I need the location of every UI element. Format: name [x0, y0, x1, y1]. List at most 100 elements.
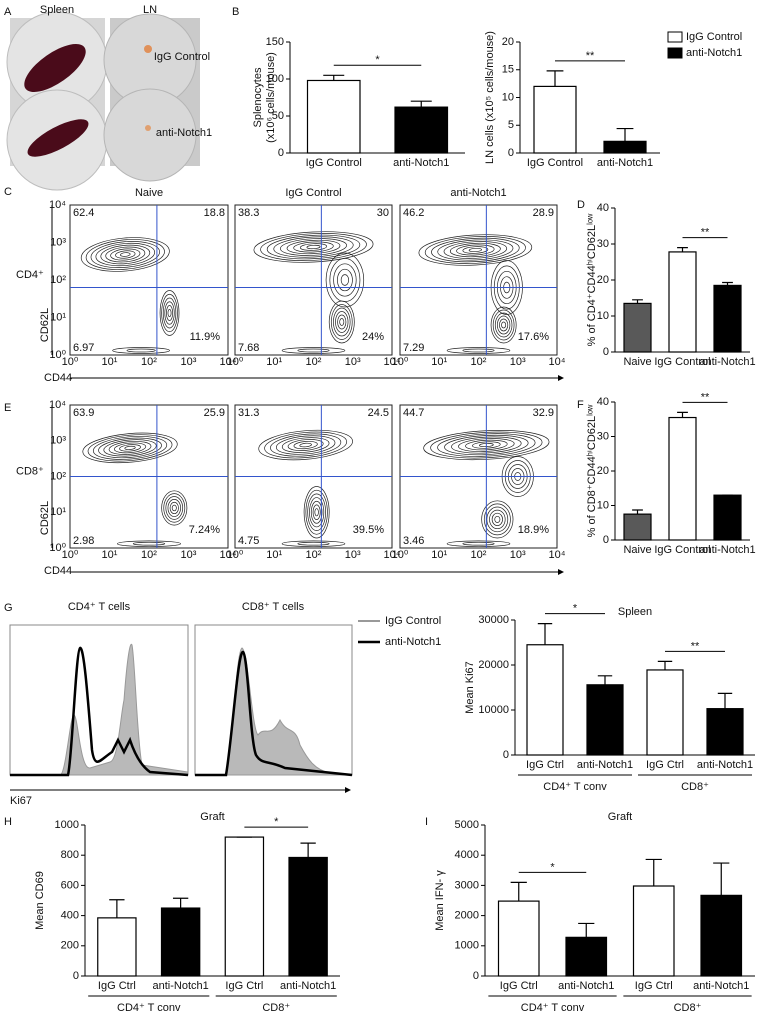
flow-x-tick: 10⁴: [384, 356, 401, 368]
contour: [115, 250, 136, 259]
contour: [306, 244, 321, 250]
quadrant-value: 18.8: [204, 207, 225, 219]
contour: [325, 252, 365, 308]
error-bar: [410, 100, 432, 108]
y-tick-label: 5: [508, 119, 514, 131]
quadrant-percent: 24%: [362, 331, 384, 343]
significance-label: **: [701, 391, 710, 403]
error-bar: [300, 842, 316, 858]
bar: [497, 900, 540, 977]
bar: [706, 708, 744, 756]
flow-plot-frame: [234, 204, 393, 356]
y-tick-label: 150: [266, 36, 284, 48]
y-tick-label: 200: [61, 940, 79, 952]
significance-label: **: [586, 50, 595, 62]
contour: [468, 247, 482, 253]
contour: [113, 442, 147, 454]
y-axis-label: Mean Ki67: [464, 661, 476, 714]
error-bar: [632, 299, 643, 304]
bar: [306, 79, 361, 154]
contour: [449, 242, 501, 258]
quadrant-value: 32.9: [533, 407, 554, 419]
y-tick-label: 40: [597, 396, 609, 408]
photo-label: anti-Notch1: [156, 127, 212, 139]
group-label: CD8⁺: [674, 1002, 702, 1014]
quadrant-percent: 18.9%: [518, 524, 549, 536]
contour: [169, 501, 179, 515]
error-bar: [597, 675, 613, 685]
contour: [303, 486, 330, 539]
quadrant-percent: 17.6%: [518, 331, 549, 343]
x-tick-label: anti-Notch1: [693, 980, 749, 992]
panel-label: G: [4, 602, 13, 614]
error-bar: [713, 862, 730, 896]
y-tick-label: 100: [266, 73, 284, 85]
contour: [166, 305, 174, 321]
contour: [494, 515, 501, 523]
flow-x-tick: 10⁴: [549, 549, 566, 561]
error-bar: [172, 897, 189, 909]
x-tick-label: anti-Notch1: [597, 157, 653, 169]
contour: [297, 541, 330, 546]
bar: [713, 494, 742, 541]
y-tick-label: 1000: [55, 819, 79, 831]
flow-x-tick: 10²: [141, 356, 157, 368]
error-bar: [323, 74, 345, 81]
significance-label: *: [375, 54, 380, 66]
contour: [305, 489, 328, 535]
contour: [299, 442, 312, 448]
contour: [462, 541, 495, 546]
flow-column-title: Naive: [135, 187, 163, 199]
contour: [330, 304, 353, 340]
y-tick-label: 0: [503, 749, 509, 761]
contour: [119, 444, 141, 452]
flow-x-tick: 10⁴: [549, 356, 566, 368]
contour: [340, 274, 350, 286]
contour: [132, 541, 166, 546]
contour: [85, 239, 165, 270]
contour: [281, 437, 330, 453]
contour: [329, 258, 361, 302]
contour: [124, 445, 136, 450]
contour: [423, 430, 550, 461]
quadrant-value: 31.3: [238, 407, 259, 419]
quadrant-value: 46.2: [403, 207, 424, 219]
flow-axes: [51, 205, 564, 575]
chart-title: Graft: [200, 811, 224, 823]
group-label: CD8⁺: [262, 1002, 290, 1014]
y-tick-label: 600: [61, 879, 79, 891]
panel-label: H: [4, 816, 12, 828]
contour: [335, 311, 349, 333]
flow-x-tick: 10³: [181, 549, 197, 561]
chart-title: Graft: [608, 811, 632, 823]
panel-label: D: [577, 199, 585, 211]
contour: [281, 540, 346, 547]
flow-x-tick: 10¹: [102, 549, 118, 561]
photo-title: Spleen: [40, 4, 74, 16]
contour: [496, 315, 511, 335]
bar: [224, 836, 265, 977]
flow-x-tick: 10³: [510, 549, 526, 561]
y-tick-label: 800: [61, 849, 79, 861]
contour: [491, 512, 503, 526]
x-tick-label: IgG Control: [654, 544, 710, 556]
flow-x-tick: 10⁰: [392, 549, 409, 561]
contour: [499, 318, 509, 332]
error-bar: [578, 922, 595, 938]
contour: [105, 246, 146, 263]
contour: [167, 499, 181, 517]
flow-x-tick: 10²: [141, 549, 157, 561]
flow-x-tick: 10³: [345, 356, 361, 368]
contour: [337, 268, 353, 292]
y-tick-label: 3000: [455, 879, 479, 891]
contour: [253, 231, 374, 263]
quadrant-value: 63.9: [73, 407, 94, 419]
panel-label: A: [4, 6, 12, 18]
legend-label: anti-Notch1: [686, 47, 742, 59]
contour: [167, 308, 172, 318]
quadrant-value: 44.7: [403, 407, 424, 419]
contour: [112, 347, 170, 354]
legend-label: anti-Notch1: [385, 636, 441, 648]
bar: [668, 251, 697, 353]
contour: [337, 314, 347, 330]
